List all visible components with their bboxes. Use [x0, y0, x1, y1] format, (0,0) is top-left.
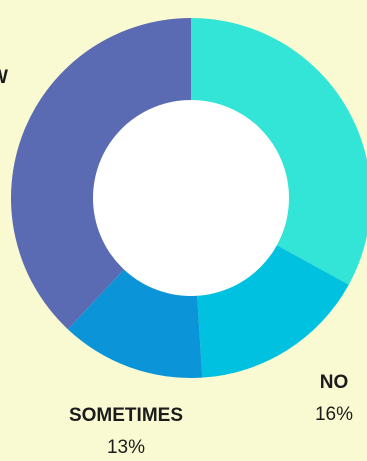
slice-label-no: NO: [320, 372, 349, 393]
slice-label-sometimes: SOMETIMES: [69, 405, 183, 426]
slice-value-sometimes: 13%: [107, 437, 145, 458]
slice-value-no: 16%: [315, 404, 353, 425]
slice-labels: NO 16% SOMETIMES 13% W: [0, 67, 353, 458]
slice-label-partial-0: W: [0, 67, 8, 88]
donut-hole: [93, 100, 289, 296]
